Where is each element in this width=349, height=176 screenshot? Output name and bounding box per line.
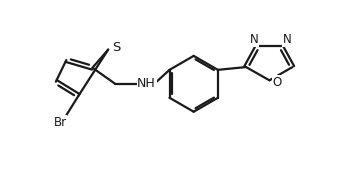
Text: N: N [283, 33, 292, 46]
Text: S: S [112, 41, 120, 54]
Text: N: N [250, 33, 259, 46]
Text: Br: Br [53, 116, 67, 129]
Text: O: O [273, 76, 282, 89]
Text: NH: NH [137, 77, 156, 90]
